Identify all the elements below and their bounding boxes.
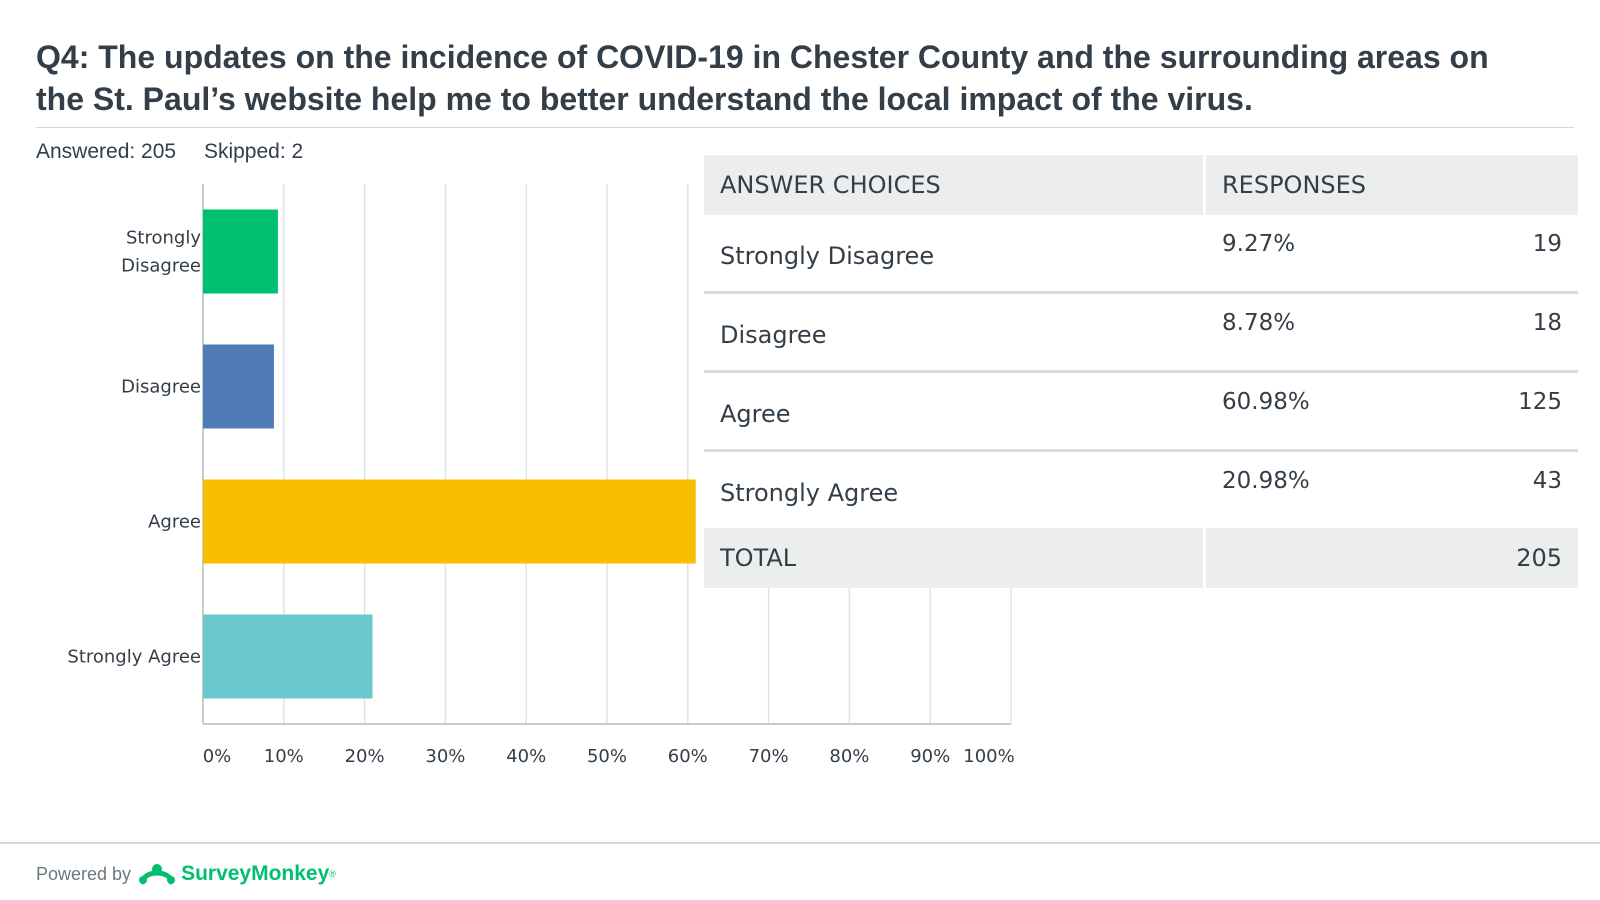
table-header-row: ANSWER CHOICES RESPONSES [704, 155, 1578, 215]
bar [203, 209, 278, 294]
x-tick-label: 10% [264, 746, 304, 767]
x-tick-label: 90% [910, 746, 950, 767]
table-row: Agree 60.98% 125 [704, 373, 1578, 452]
bar [203, 614, 373, 699]
header-responses: RESPONSES [1222, 171, 1367, 199]
category-label: Disagree [121, 377, 201, 398]
row-count: 125 [1518, 389, 1562, 415]
row-count: 19 [1532, 231, 1562, 257]
bar [203, 479, 696, 564]
answered-count: Answered: 205 [36, 140, 177, 163]
row-choice: Disagree [704, 294, 1206, 370]
responses-table: ANSWER CHOICES RESPONSES Strongly Disagr… [704, 155, 1578, 588]
row-count: 18 [1532, 310, 1562, 336]
row-percent: 60.98% [1222, 389, 1310, 415]
category-label: Strongly Disagree [121, 228, 201, 277]
x-tick-label: 30% [425, 746, 465, 767]
x-tick-label: 70% [749, 746, 789, 767]
x-tick-label: 100% [963, 746, 1014, 767]
row-choice: Strongly Disagree [704, 215, 1206, 291]
x-tick-label: 50% [587, 746, 627, 767]
brand-name: SurveyMonkey [181, 862, 330, 885]
header-answer-choices: ANSWER CHOICES [704, 155, 1206, 215]
surveymonkey-logo-icon [139, 864, 176, 885]
x-tick-label: 0% [203, 746, 232, 767]
table-row: Strongly Agree 20.98% 43 [704, 452, 1578, 528]
table-row: Strongly Disagree 9.27% 19 [704, 215, 1578, 294]
row-choice: Agree [704, 373, 1206, 449]
bar [203, 344, 274, 429]
x-tick-label: 80% [829, 746, 869, 767]
x-tick-label: 60% [668, 746, 708, 767]
surveymonkey-brand[interactable]: SurveyMonkey ® [139, 862, 336, 886]
skipped-count: Skipped: 2 [203, 140, 304, 163]
row-percent: 20.98% [1222, 468, 1310, 494]
footer: Powered by SurveyMonkey ® [36, 862, 336, 886]
total-count: 205 [1516, 544, 1562, 572]
total-label: TOTAL [704, 528, 1206, 588]
question-title: Q4: The updates on the incidence of COVI… [36, 39, 1489, 117]
powered-by-text: Powered by [36, 863, 132, 884]
table-total-row: TOTAL 205 [704, 528, 1578, 588]
brand-trademark: ® [329, 869, 336, 879]
title-divider [36, 127, 1574, 128]
table-row: Disagree 8.78% 18 [704, 294, 1578, 373]
row-count: 43 [1532, 468, 1562, 494]
footer-divider [0, 842, 1600, 844]
row-percent: 8.78% [1222, 310, 1296, 336]
category-label: Strongly Agree [67, 647, 201, 668]
x-tick-label: 40% [506, 746, 546, 767]
row-choice: Strongly Agree [704, 452, 1206, 528]
response-stats: Answered: 205 Skipped: 2 [36, 140, 325, 164]
x-tick-label: 20% [345, 746, 385, 767]
row-percent: 9.27% [1222, 231, 1296, 257]
category-label: Agree [148, 512, 201, 533]
